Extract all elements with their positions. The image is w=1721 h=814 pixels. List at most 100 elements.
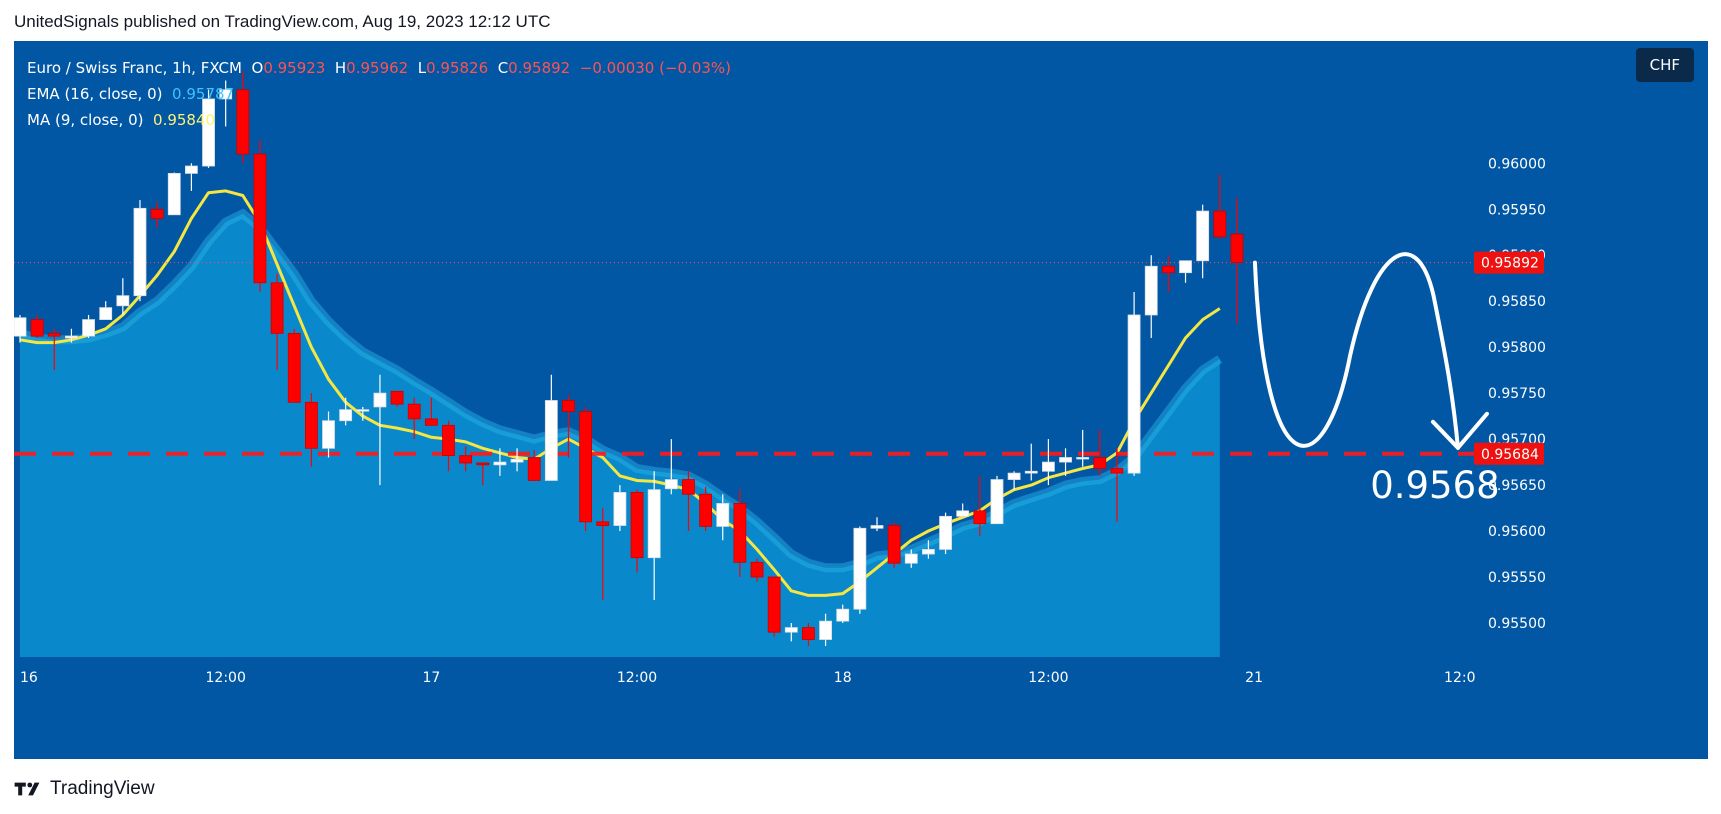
candle-body (65, 335, 78, 339)
candle-body (699, 493, 712, 527)
candle-body (1076, 457, 1090, 460)
candle-body (167, 172, 181, 216)
candle-body (922, 549, 935, 555)
candle-body (904, 553, 918, 564)
time-tick-label: 17 (422, 670, 440, 686)
candle-body (1110, 468, 1124, 474)
candle-body (596, 521, 610, 526)
candle-body (1059, 457, 1072, 463)
ma-value: 0.95840 (153, 111, 216, 129)
candle-body (802, 627, 815, 640)
candle-body (836, 608, 850, 622)
price-tick-label: 0.95600 (1488, 524, 1546, 540)
price-tick-label: 0.95750 (1488, 386, 1546, 402)
candle-body (1144, 265, 1158, 316)
time-tick-label: 12:0 (1444, 670, 1475, 686)
candle-body (116, 295, 130, 307)
price-tick-label: 0.95800 (1488, 340, 1546, 356)
price-tick-label: 0.95950 (1488, 202, 1546, 218)
candle-body (236, 89, 250, 155)
candle-body (356, 409, 370, 412)
ma-row: MA (9, close, 0) 0.95840 (27, 107, 731, 133)
ema-label: EMA (16, close, 0) (27, 85, 163, 103)
candle-body (390, 390, 404, 405)
candle-body (322, 420, 335, 449)
ohlc-row: Euro / Swiss Franc, 1h, FXCM O0.95923 H 0… (27, 55, 731, 81)
candle-body (990, 479, 1004, 525)
candle-body (1213, 210, 1227, 238)
candle-body (459, 455, 473, 464)
ma-line (19, 189, 1221, 597)
candle-body (184, 165, 198, 174)
ema-line (18, 208, 1223, 573)
candle-body (750, 561, 764, 578)
low-value: 0.95826 (426, 59, 489, 77)
candles-layer (14, 71, 1244, 646)
price-tick-label: 0.95850 (1488, 294, 1546, 310)
change-value: −0.00030 (−0.03%) (579, 59, 732, 77)
open-label: O (251, 59, 264, 77)
price-tick-label: 0.95550 (1488, 570, 1546, 586)
candle-body (1042, 461, 1055, 472)
candle-body (956, 510, 970, 517)
ema-row: EMA (16, close, 0) 0.95787 (27, 81, 731, 107)
currency-badge[interactable]: CHF (1635, 48, 1694, 82)
time-axis: 16 12:00 17 12:00 18 12:00 21 12:0 (20, 670, 1475, 686)
candle-body (407, 403, 421, 420)
support-price-badge-bg (1474, 442, 1544, 465)
candle-body (133, 207, 147, 297)
candle-body (82, 319, 95, 337)
candle-body (442, 424, 455, 457)
candle-body (304, 401, 318, 449)
candle-body (476, 462, 490, 466)
candle-body (1230, 233, 1244, 263)
candle-body (253, 153, 267, 284)
time-tick-label: 12:00 (617, 670, 657, 686)
candle-body (527, 457, 541, 481)
candle-body (784, 627, 798, 633)
candle-body (219, 89, 233, 100)
open-value: 0.95923 (263, 59, 326, 77)
candle-body (664, 479, 678, 490)
candle-body (1196, 210, 1210, 262)
candle-body (767, 576, 781, 633)
candle-body (870, 525, 884, 529)
symbol-label: Euro / Swiss Franc, 1h, FXCM (27, 59, 242, 77)
support-price-badge: 0.95684 (1481, 447, 1539, 463)
chart-frame[interactable]: 0.95500 0.95550 0.95600 0.95650 0.95700 0.957… (14, 41, 1708, 759)
target-price-label: 0.9568 (1370, 464, 1499, 507)
candle-body (1093, 457, 1107, 469)
candle-body (1161, 265, 1175, 274)
candle-body (30, 319, 44, 337)
ma-label: MA (9, close, 0) (27, 111, 144, 129)
candle-body (973, 510, 987, 525)
candle-body (562, 400, 575, 412)
close-value: 0.95892 (508, 59, 571, 77)
time-tick-label: 21 (1245, 670, 1263, 686)
publish-header: UnitedSignals published on TradingView.c… (14, 12, 551, 31)
footer-brand: TradingView (50, 778, 155, 799)
candle-body (1179, 260, 1192, 274)
last-price-badge-bg (1474, 251, 1544, 274)
candle-body (647, 489, 661, 559)
ema-value: 0.95787 (172, 85, 235, 103)
price-tick-label: 0.96000 (1488, 156, 1546, 172)
candle-body (1127, 314, 1141, 474)
support-level-layer (14, 262, 1520, 456)
candle-body (853, 527, 867, 610)
candle-body (202, 98, 215, 167)
curved-arrow (1252, 252, 1460, 450)
price-axis: 0.955000.955500.956000.956500.957000.957… (1474, 156, 1546, 632)
candle-body (682, 479, 695, 495)
candle-body (1007, 472, 1021, 480)
candle-body (510, 458, 524, 463)
candle-body (887, 525, 901, 564)
candle-body (939, 515, 952, 550)
time-tick-label: 12:00 (206, 670, 246, 686)
candle-body (613, 492, 627, 526)
candle-body (579, 411, 593, 523)
chart-legend: Euro / Swiss Franc, 1h, FXCM O0.95923 H 0… (27, 55, 731, 133)
high-label: H (334, 59, 347, 77)
candle-body (270, 282, 284, 334)
candlestick-chart[interactable]: 0.955000.955500.956000.956500.957000.957… (14, 41, 1708, 759)
